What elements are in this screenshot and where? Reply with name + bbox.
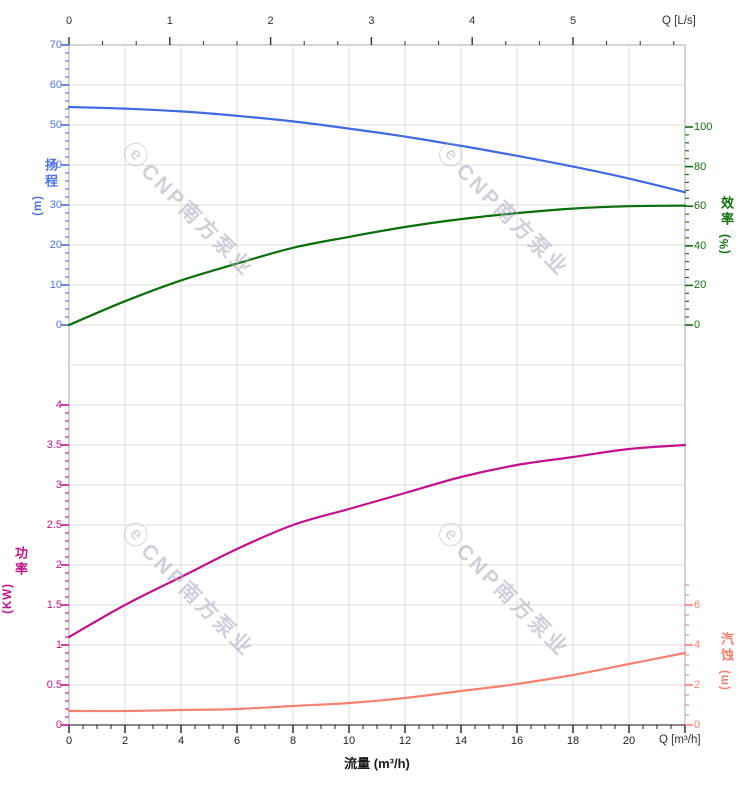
power-axis-tick-label: 0	[55, 719, 62, 731]
head-axis-tick-label: 40	[49, 159, 62, 171]
head-axis-tick-label: 30	[49, 199, 62, 211]
top-axis-tick-label: 5	[569, 15, 577, 27]
bottom-axis-tick-label: 6	[233, 735, 241, 747]
power-axis-tick-label: 4	[55, 399, 62, 411]
efficiency-axis-tick-label: 0	[694, 319, 701, 331]
bottom-axis-tick-label: 12	[398, 735, 412, 747]
head-axis-tick-label: 0	[55, 319, 62, 331]
bottom-axis-tick-label: 4	[177, 735, 185, 747]
efficiency-axis-title: 效率 (%)	[718, 196, 734, 254]
x-axis-title: 流量 (m³/h)	[344, 756, 410, 771]
power-axis-tick-label: 1	[55, 639, 62, 651]
efficiency-axis-tick-label: 60	[694, 200, 707, 213]
efficiency-axis-name: 效率	[718, 196, 734, 228]
head-axis-tick-label: 10	[49, 279, 62, 291]
npsh-axis-unit: (m)	[719, 669, 732, 690]
bottom-axis-tick-label: 2	[121, 735, 129, 747]
top-axis-tick-label: 1	[166, 15, 173, 27]
power-axis-title: 功率 (KW)	[2, 546, 28, 614]
bottom-axis-tick-label: 20	[622, 735, 636, 747]
power-axis-tick-label: 0.5	[46, 679, 62, 691]
bottom-axis-tick-label: 8	[289, 735, 297, 747]
npsh-axis-tick-label: 4	[694, 639, 701, 651]
power-axis-tick-label: 2.5	[46, 519, 62, 531]
power-axis-tick-label: 3	[55, 479, 62, 491]
power-axis-unit: (KW)	[2, 583, 15, 614]
npsh-axis-name: 汽蚀	[718, 632, 734, 664]
power-axis-tick-label: 2	[55, 559, 62, 571]
npsh-axis-title: 汽蚀 (m)	[718, 632, 734, 690]
top-axis-tick-label: 4	[469, 15, 476, 27]
npsh-axis-tick-label: 6	[694, 599, 701, 611]
head-axis-tick-label: 60	[49, 79, 62, 91]
bottom-axis-tick-label: 16	[510, 735, 524, 747]
npsh-axis-tick-label: 0	[694, 719, 701, 731]
power-axis-name: 功率	[12, 546, 28, 578]
efficiency-curve	[67, 204, 687, 327]
bottom-axis-unit-label: Q [m³/h]	[659, 734, 701, 746]
npsh-curve	[67, 651, 687, 713]
head-axis-name: 扬程	[42, 158, 58, 190]
efficiency-axis-tick-label: 40	[694, 239, 707, 252]
efficiency-axis-unit: (%)	[719, 233, 732, 254]
head-curve	[67, 105, 687, 194]
top-axis-tick-label: 2	[267, 15, 274, 27]
head-axis-tick-label: 50	[49, 119, 62, 131]
top-axis-tick-label: 0	[65, 15, 73, 27]
power-curve	[67, 443, 687, 639]
bottom-axis-tick-label: 14	[454, 735, 468, 747]
head-axis-title: 扬程 (m)	[32, 158, 58, 216]
bottom-axis-tick-label: 18	[566, 735, 580, 747]
head-axis-tick-label: 70	[49, 39, 62, 51]
bottom-axis-tick-label: 10	[342, 735, 356, 747]
power-axis-tick-label: 3.5	[46, 439, 62, 451]
power-axis-tick-label: 1.5	[46, 599, 62, 611]
head-axis-tick-label: 20	[49, 239, 62, 251]
bottom-axis-tick-label: 0	[65, 735, 73, 747]
top-axis-unit-label: Q [L/s]	[662, 15, 696, 27]
top-axis-tick-label: 3	[368, 15, 375, 27]
efficiency-axis-tick-label: 20	[694, 279, 707, 292]
efficiency-axis-tick-label: 100	[694, 121, 713, 133]
efficiency-axis-tick-label: 80	[694, 160, 707, 173]
npsh-axis-tick-label: 2	[694, 679, 701, 691]
